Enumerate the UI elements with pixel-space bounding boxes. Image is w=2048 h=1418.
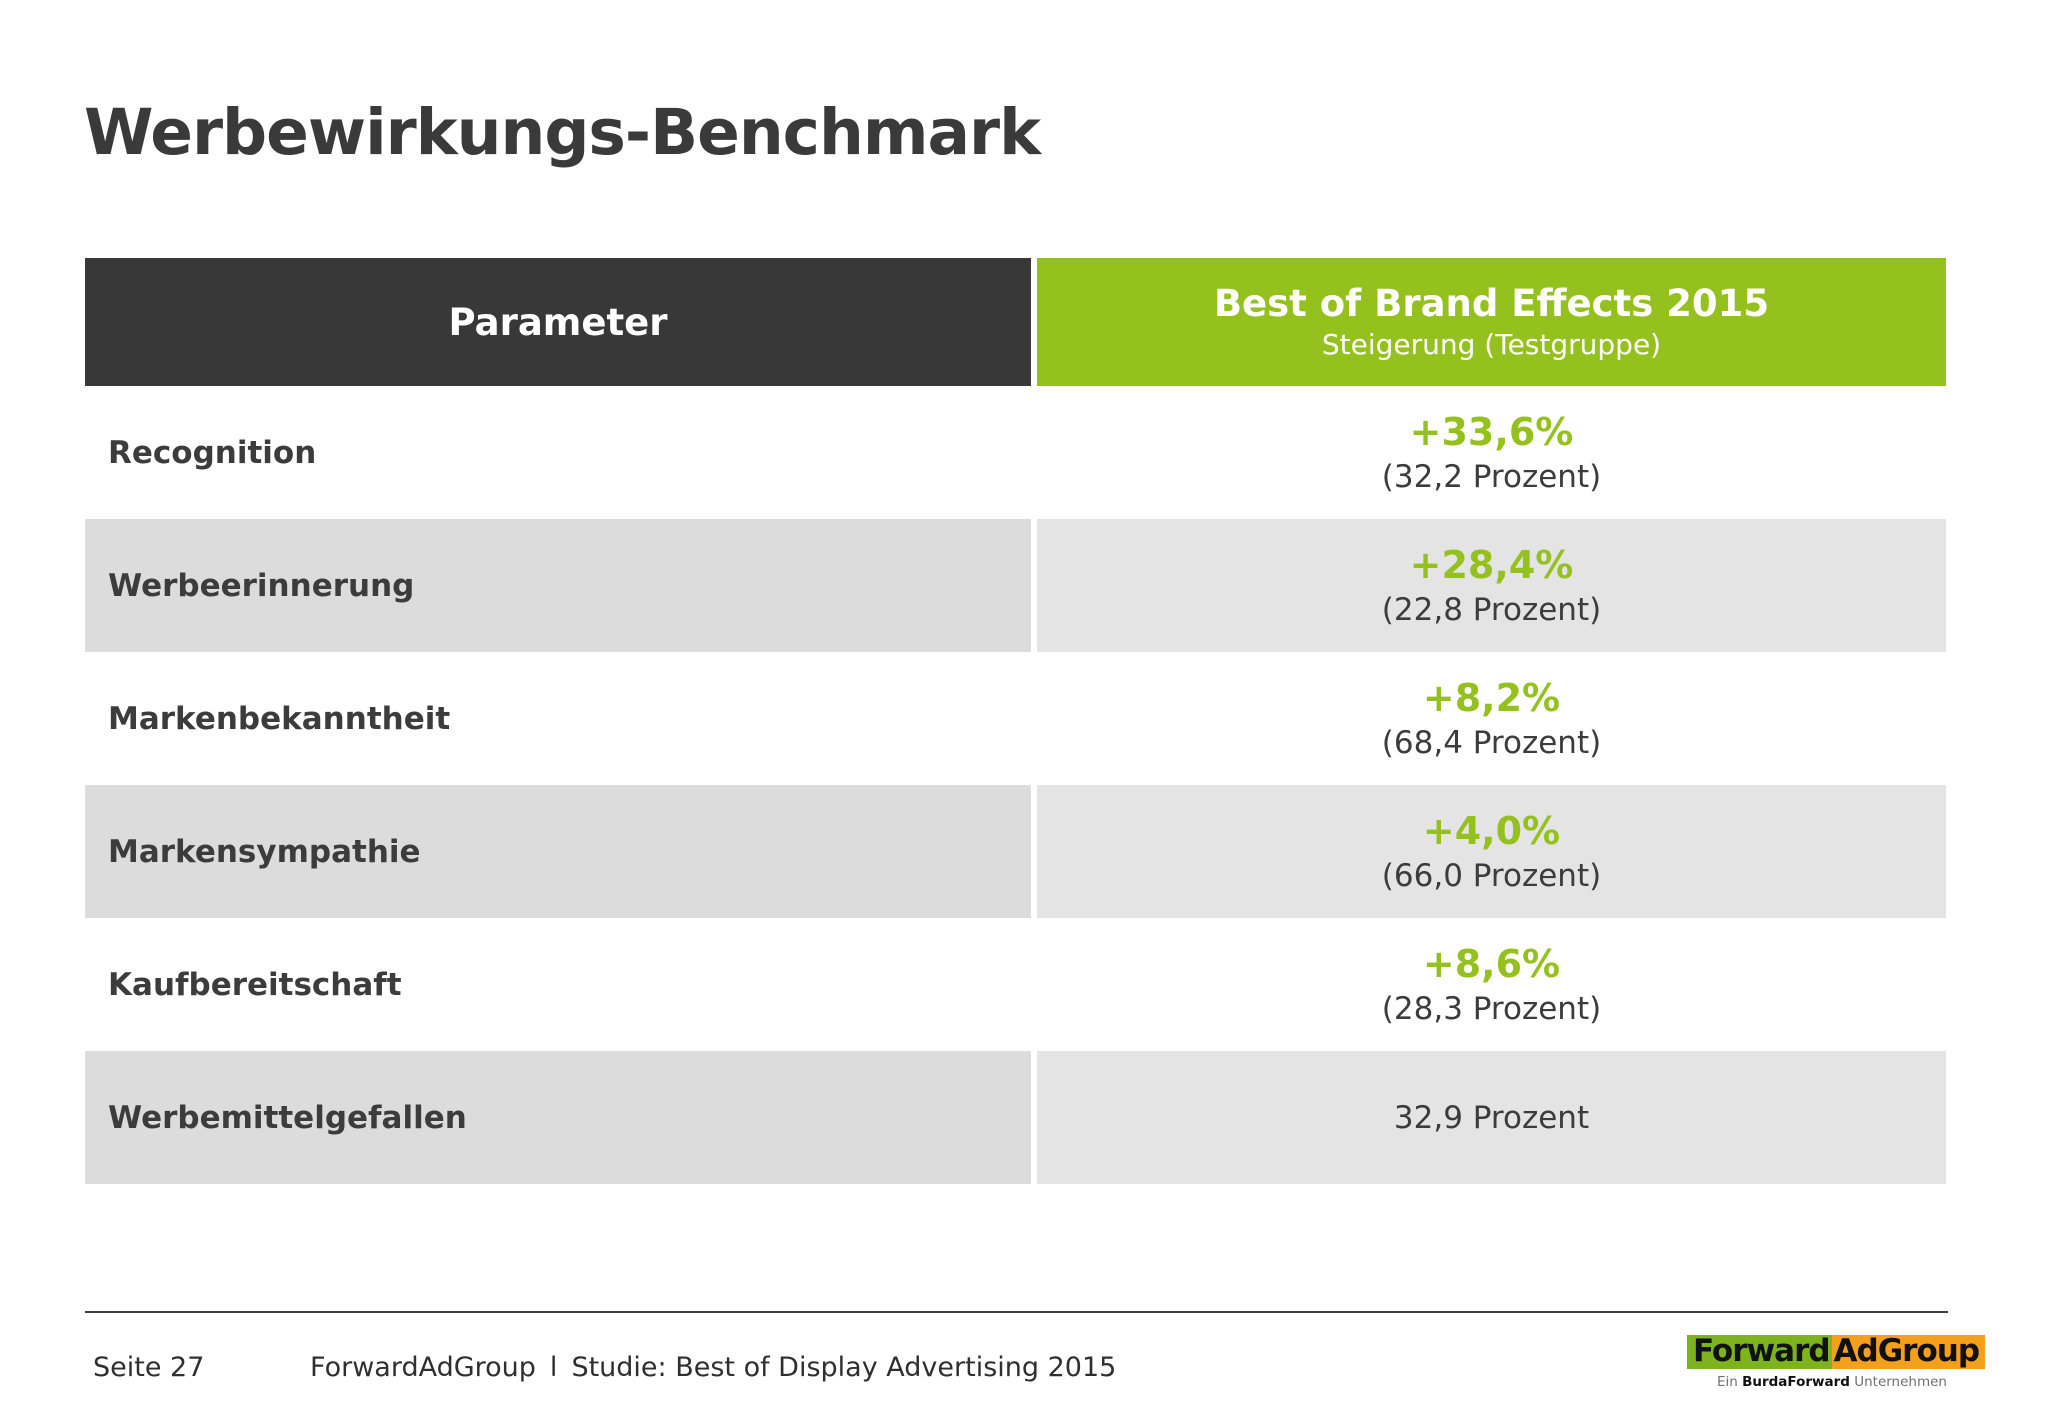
benchmark-table: Parameter Best of Brand Effects 2015 Ste… [85,258,1946,1184]
logo-adgroup: AdGroup [1831,1335,1986,1369]
uplift-value: +8,6% [1422,941,1561,986]
uplift-value: +4,0% [1422,808,1561,853]
table-row: Kaufbereitschaft +8,6% (28,3 Prozent) [85,918,1946,1051]
table-row: Werbeerinnerung +28,4% (22,8 Prozent) [85,519,1946,652]
base-value: (68,4 Prozent) [1381,724,1602,761]
table-row: Markenbekanntheit +8,2% (68,4 Prozent) [85,652,1946,785]
uplift-value: +28,4% [1409,542,1574,587]
row-label: Recognition [108,434,317,471]
row-label: Markenbekanntheit [108,700,451,737]
column-header-parameter: Parameter [85,258,1031,386]
base-value: (28,3 Prozent) [1381,990,1602,1027]
base-value: (22,8 Prozent) [1381,591,1602,628]
table-row: Recognition +33,6% (32,2 Prozent) [85,386,1946,519]
page-title: Werbewirkungs-Benchmark [84,96,1041,169]
tagline-suffix: Unternehmen [1849,1374,1947,1390]
row-label: Markensympathie [108,833,421,870]
row-label: Werbeerinnerung [108,567,415,604]
column-header-parameter-label: Parameter [448,300,668,344]
table-header-row: Parameter Best of Brand Effects 2015 Ste… [85,258,1946,386]
uplift-value: +8,2% [1422,675,1561,720]
row-label: Werbemittelgefallen [108,1099,467,1136]
tagline-prefix: Ein [1716,1374,1743,1390]
base-value: (32,2 Prozent) [1381,458,1602,495]
tagline-burdaforward: BurdaForward [1742,1374,1850,1390]
page-number: Seite 27 [93,1352,205,1383]
base-value: (66,0 Prozent) [1381,857,1602,894]
forwardadgroup-logo: Forward AdGroup Ein BurdaForward Unterne… [1687,1335,1986,1390]
footer-divider [85,1311,1948,1313]
row-label: Kaufbereitschaft [108,966,402,1003]
column-header-title: Best of Brand Effects 2015 [1213,282,1770,325]
column-header-brand-effects: Best of Brand Effects 2015 Steigerung (T… [1037,258,1946,386]
uplift-value: +33,6% [1409,409,1574,454]
base-value: 32,9 Prozent [1393,1099,1590,1136]
logo-wordmark: Forward AdGroup [1687,1335,1986,1369]
table-row: Werbemittelgefallen 32,9 Prozent [85,1051,1946,1184]
logo-forward: Forward [1687,1335,1832,1369]
footer-brand: ForwardAdGroup [310,1352,536,1383]
table-row: Markensympathie +4,0% (66,0 Prozent) [85,785,1946,918]
logo-tagline: Ein BurdaForward Unternehmen [1687,1374,1947,1390]
footer-separator: l [549,1352,558,1383]
column-header-subtitle: Steigerung (Testgruppe) [1321,328,1662,361]
footer-source: ForwardAdGroup l Studie: Best of Display A… [310,1352,1116,1383]
footer-study: Studie: Best of Display Advertising 2015 [571,1352,1117,1383]
